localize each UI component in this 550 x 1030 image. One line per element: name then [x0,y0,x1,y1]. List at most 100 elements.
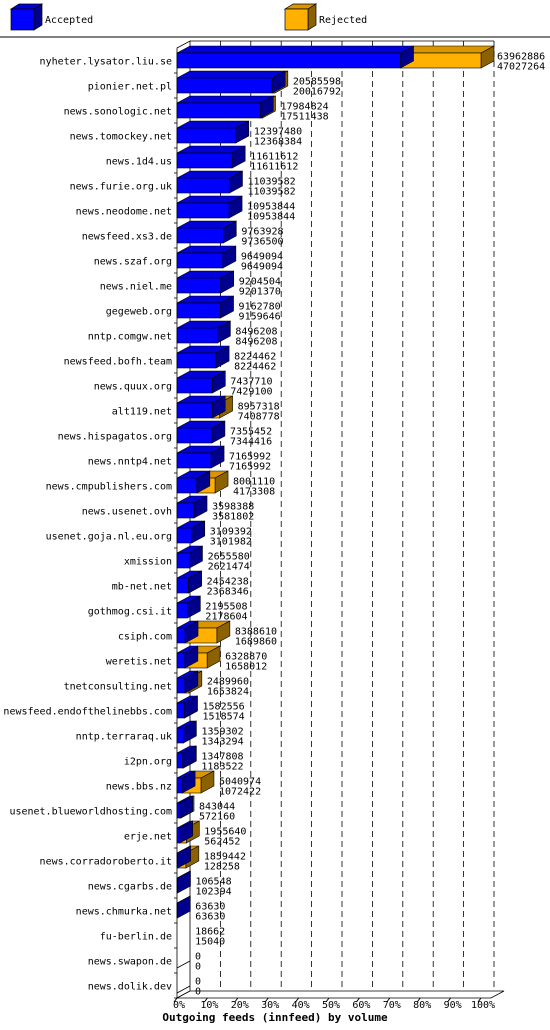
category-label: fu-berlin.de [100,932,172,943]
data-label-accepted: 9201370 [239,287,281,298]
x-tick-label: 10% [200,1000,218,1011]
category-label: news.furie.org.uk [70,182,172,193]
category-label: news.niel.me [100,282,172,293]
bar-accepted [176,477,198,494]
data-label-accepted: 9159646 [239,312,281,323]
category-label: newsfeed.xs3.de [82,232,172,243]
bar-accepted [176,277,222,294]
x-tick-label: 60% [352,1000,370,1011]
bar-accepted [176,727,184,744]
data-label-accepted: 1689860 [235,637,277,648]
data-label-total: 2655580 [208,552,250,563]
data-label-accepted: 10953844 [247,212,295,223]
plot-area: 0% 10% 20% 30% 40% 50% 60% 70% 80% 90% 100% nyheter… [3,40,545,1011]
category-label: newsfeed.bofh.team [64,357,172,368]
data-label-total: 10953844 [247,202,295,213]
data-label-accepted: 562452 [204,837,240,848]
x-tick [355,997,360,1003]
category-label: nyheter.lysator.liu.se [40,57,172,68]
data-label-accepted: 1072422 [219,787,261,798]
category-label: news.cgarbs.de [88,882,172,893]
x-tick [234,997,239,1003]
data-label-total: 63630 [195,902,225,913]
x-tick [477,997,482,1003]
data-label-accepted: 8224462 [234,362,276,373]
data-label-total: 20585598 [293,77,341,88]
category-label: mb-net.net [112,582,172,593]
data-label-total: 9162780 [239,302,281,313]
data-label-total: 8001110 [233,477,275,488]
data-label-accepted: 12368384 [254,137,302,148]
data-label-accepted: 2178604 [205,612,247,623]
legend-label-accepted: Accepted [45,15,93,26]
data-label-total: 8496208 [235,327,277,338]
bar-accepted [176,227,224,244]
data-label-accepted: 3101982 [210,537,252,548]
bar-accepted [176,627,186,644]
data-label-total: 8388610 [235,627,277,638]
data-label-accepted: 17511438 [280,112,328,123]
data-label-accepted: 1343294 [201,737,243,748]
data-label-total: 2195508 [205,602,247,613]
category-label: erje.net [124,832,172,843]
x-tick-label: 100% [471,1000,495,1011]
data-label-accepted: 3581802 [212,512,254,523]
bar-accepted-top [176,95,274,104]
category-label: news.chmurka.net [76,907,172,918]
data-label-accepted: 128258 [204,862,240,873]
bar-accepted [176,677,186,694]
data-label-accepted: 9736500 [241,237,283,248]
category-label: news.corradoroberto.it [40,857,172,868]
data-label-accepted: 15040 [195,937,225,948]
bar-accepted [176,502,195,519]
data-label-total: 8224462 [234,352,276,363]
bar-accepted [176,552,190,569]
x-tick-label: 80% [413,1000,431,1011]
data-label-total: 7165992 [229,452,271,463]
bar-accepted [176,377,213,394]
category-label: gothmog.csi.it [88,607,172,618]
data-label-total: 0 [195,952,201,963]
x-tick [203,997,208,1003]
bar-accepted [176,777,183,794]
bar-accepted [176,252,224,269]
bar-empty [176,985,191,994]
data-label-accepted: 9649094 [241,262,283,273]
bar-accepted [176,527,193,544]
bar-accepted [176,577,189,594]
data-label-accepted: 2621474 [208,562,250,573]
x-tick [173,997,178,1003]
category-label: newsfeed.endofthelinebbs.com [3,707,172,718]
data-label-accepted: 2368346 [207,587,249,598]
data-label-total: 9204504 [239,277,281,288]
data-label-total: 2489960 [207,677,249,688]
legend-swatch [10,8,35,31]
x-tick [386,997,391,1003]
data-label-total: 843044 [199,802,235,813]
category-label: csiph.com [118,632,172,643]
data-label-total: 1347808 [201,752,243,763]
bar-accepted [176,352,217,369]
bar-accepted [176,827,180,844]
data-label-total: 3598388 [212,502,254,513]
category-label: usenet.goja.nl.eu.org [46,532,172,543]
bar-accepted [176,177,230,194]
data-label-accepted: 11039582 [247,187,295,198]
data-label-total: 8957318 [238,402,280,413]
data-label-accepted: 1518574 [203,712,245,723]
data-label-accepted: 11611612 [250,162,298,173]
data-label-total: 17984824 [280,102,328,113]
data-label-accepted: 7429100 [230,387,272,398]
bar-accepted-top [176,45,414,54]
category-label: usenet.blueworldhosting.com [9,807,172,818]
legend-swatch-side [307,3,317,31]
category-label: news.1d4.us [106,157,172,168]
bar-accepted [176,202,230,219]
x-tick-label: 20% [231,1000,249,1011]
data-label-total: 63962886 [497,52,545,63]
x-tick [447,997,452,1003]
bar-accepted [176,702,185,719]
data-label-accepted: 1658012 [225,662,267,673]
category-label: news.nntp4.net [88,457,172,468]
